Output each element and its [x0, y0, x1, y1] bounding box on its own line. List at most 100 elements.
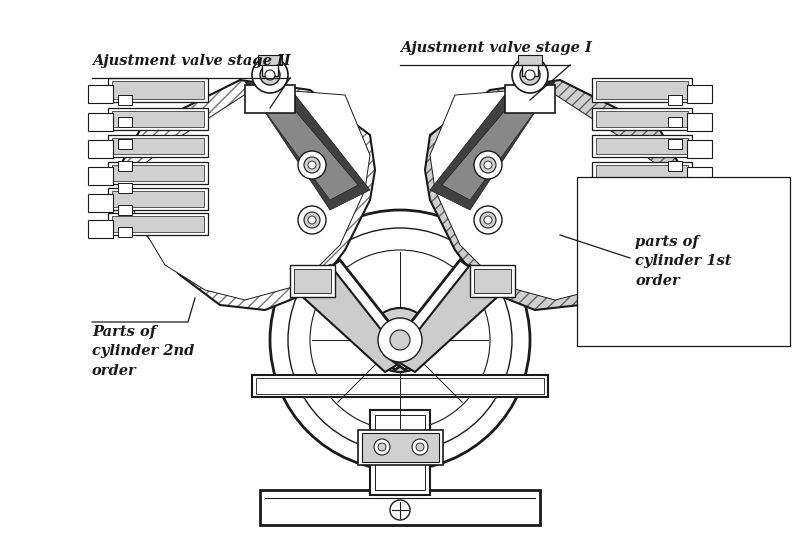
Bar	[596, 81, 688, 99]
Polygon shape	[115, 80, 375, 310]
Circle shape	[310, 250, 490, 430]
Circle shape	[416, 443, 424, 451]
Bar	[108, 162, 208, 184]
Bar	[687, 220, 712, 238]
Polygon shape	[430, 88, 670, 300]
Bar	[252, 375, 548, 397]
Bar	[596, 165, 688, 181]
Bar	[258, 55, 282, 65]
Bar	[88, 220, 113, 238]
Circle shape	[480, 157, 496, 173]
Bar	[118, 95, 132, 105]
Circle shape	[480, 212, 496, 228]
Polygon shape	[425, 80, 685, 310]
Bar	[592, 135, 692, 157]
Circle shape	[308, 161, 316, 169]
Bar	[108, 213, 208, 235]
Bar	[668, 139, 682, 149]
Bar	[118, 227, 132, 237]
Bar	[687, 85, 712, 103]
Bar	[668, 95, 682, 105]
Polygon shape	[130, 88, 370, 300]
Bar	[592, 108, 692, 130]
Polygon shape	[442, 88, 552, 200]
Bar	[518, 55, 542, 65]
Circle shape	[520, 65, 540, 85]
Text: Ajustment valve stage II: Ajustment valve stage II	[92, 54, 290, 68]
Bar	[112, 138, 204, 154]
Bar	[118, 161, 132, 171]
Bar	[112, 81, 204, 99]
Bar	[596, 216, 688, 232]
Circle shape	[252, 57, 288, 93]
Bar	[260, 490, 540, 525]
Bar	[112, 111, 204, 127]
Circle shape	[298, 206, 326, 234]
Bar	[668, 205, 682, 215]
Bar	[262, 58, 278, 76]
Circle shape	[265, 70, 275, 80]
Bar	[668, 227, 682, 237]
Polygon shape	[395, 265, 505, 372]
Bar	[596, 191, 688, 207]
Bar	[88, 85, 113, 103]
Bar	[290, 265, 335, 297]
Text: parts of
cylinder 1st
order: parts of cylinder 1st order	[635, 235, 731, 288]
Bar	[108, 135, 208, 157]
Circle shape	[304, 212, 320, 228]
Bar	[592, 188, 692, 210]
Polygon shape	[248, 88, 358, 200]
Circle shape	[308, 216, 316, 224]
Circle shape	[390, 500, 410, 520]
Bar	[88, 140, 113, 158]
Circle shape	[525, 70, 535, 80]
Bar	[118, 139, 132, 149]
Circle shape	[484, 161, 492, 169]
Circle shape	[512, 57, 548, 93]
Bar	[592, 213, 692, 235]
Bar	[88, 194, 113, 212]
Circle shape	[474, 206, 502, 234]
Bar	[668, 117, 682, 127]
Polygon shape	[305, 260, 415, 370]
Bar	[474, 269, 511, 293]
Bar	[118, 117, 132, 127]
Bar	[358, 430, 443, 465]
Circle shape	[484, 216, 492, 224]
Circle shape	[412, 439, 428, 455]
Circle shape	[474, 151, 502, 179]
Polygon shape	[295, 265, 405, 372]
Bar	[88, 113, 113, 131]
Circle shape	[368, 308, 432, 372]
Polygon shape	[245, 82, 370, 210]
Circle shape	[260, 65, 280, 85]
Circle shape	[378, 443, 386, 451]
Bar	[687, 113, 712, 131]
Bar	[256, 378, 544, 394]
Circle shape	[374, 439, 390, 455]
Bar	[668, 161, 682, 171]
Bar	[362, 433, 439, 462]
Text: Ajustment valve stage I: Ajustment valve stage I	[400, 41, 592, 55]
Bar	[687, 167, 712, 185]
Circle shape	[390, 330, 410, 350]
Bar	[112, 216, 204, 232]
Bar	[108, 188, 208, 210]
Bar	[375, 415, 425, 490]
Bar	[245, 85, 295, 113]
Bar	[294, 269, 331, 293]
Text: Parts of
cylinder 2nd
order: Parts of cylinder 2nd order	[92, 325, 194, 378]
Circle shape	[270, 210, 530, 470]
Bar	[592, 78, 692, 102]
Polygon shape	[430, 82, 555, 210]
Bar	[592, 162, 692, 184]
Bar	[118, 183, 132, 193]
Bar	[687, 194, 712, 212]
Bar	[687, 140, 712, 158]
Bar	[118, 205, 132, 215]
Polygon shape	[385, 260, 495, 370]
Bar	[108, 108, 208, 130]
Bar	[470, 265, 515, 297]
Bar	[668, 183, 682, 193]
Circle shape	[288, 228, 512, 452]
